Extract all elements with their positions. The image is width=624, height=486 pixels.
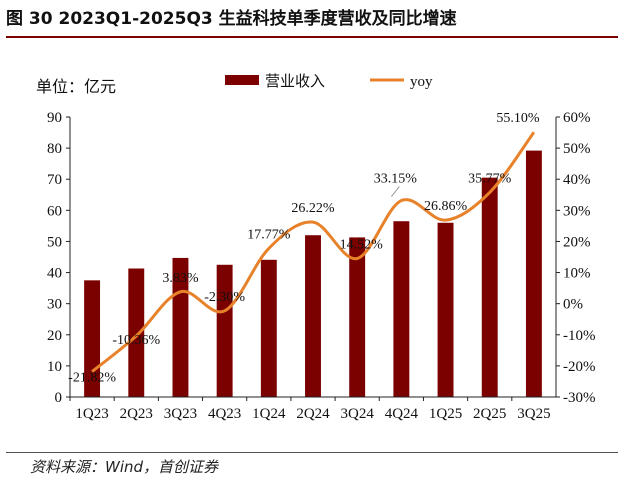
yoy-data-label: 14.52% xyxy=(340,237,384,252)
revenue-bar xyxy=(393,221,410,397)
source-note: 资料来源：Wind，首创证券 xyxy=(30,458,219,476)
right-tick-label: 20% xyxy=(563,234,591,250)
left-tick-label: 60 xyxy=(47,203,62,219)
yoy-data-label: 35.77% xyxy=(468,171,512,186)
left-tick-label: 0 xyxy=(55,390,63,406)
revenue-bar xyxy=(437,222,454,397)
revenue-bar xyxy=(349,237,366,397)
revenue-bar xyxy=(525,150,542,397)
yoy-data-label: 26.86% xyxy=(424,199,468,214)
left-tick-label: 90 xyxy=(47,110,62,126)
yoy-line xyxy=(91,131,536,373)
x-tick-label: 4Q24 xyxy=(385,406,419,422)
revenue-bar xyxy=(216,264,233,397)
yoy-data-label: 55.10% xyxy=(496,111,540,126)
x-tick-label: 2Q23 xyxy=(120,406,153,422)
left-tick-label: 20 xyxy=(47,328,62,344)
revenue-bar xyxy=(128,268,145,397)
right-tick-label: -30% xyxy=(563,390,596,406)
axes: 0 10 20 30 40 50 60 70 80 90 -30% -20% -10% 0% 10% 20% 3… xyxy=(47,110,596,422)
unit-label: 单位：亿元 xyxy=(36,78,116,96)
legend: 营业收入 yoy xyxy=(225,73,433,90)
legend-bar-label: 营业收入 xyxy=(265,73,325,90)
figure-title: 图 30 2023Q1-2025Q3 生益科技单季度营收及同比增速 xyxy=(6,9,457,29)
x-tick-label: 3Q25 xyxy=(517,406,550,422)
label-leader-line xyxy=(390,186,400,197)
right-tick-label: 60% xyxy=(563,110,591,126)
x-tick-label: 1Q24 xyxy=(252,406,286,422)
x-tick-label: 1Q23 xyxy=(75,406,108,422)
left-tick-label: 40 xyxy=(47,266,62,282)
legend-bar-swatch xyxy=(225,75,259,85)
right-tick-label: 40% xyxy=(563,172,591,188)
x-tick-label: 2Q25 xyxy=(473,406,506,422)
yoy-data-label: -21.82% xyxy=(68,371,116,386)
yoy-data-label: -2.30% xyxy=(204,290,245,305)
title-divider xyxy=(6,36,618,38)
data-labels: -21.82% -10.36% 3.83% -2.30% 17.77%26.22% 14.… xyxy=(68,111,540,385)
yoy-data-label: 33.15% xyxy=(374,172,418,187)
yoy-data-label: 26.22% xyxy=(291,201,335,216)
right-tick-label: 30% xyxy=(563,203,591,219)
yoy-data-label: 3.83% xyxy=(162,271,199,286)
yoy-data-label: -10.36% xyxy=(112,333,160,348)
yoy-data-label: 17.77% xyxy=(247,227,291,242)
line-series xyxy=(91,131,536,373)
left-tick-label: 50 xyxy=(47,234,62,250)
left-tick-label: 30 xyxy=(47,297,62,313)
bar-series xyxy=(84,150,542,397)
right-tick-label: 10% xyxy=(563,266,591,282)
combo-chart: 0 10 20 30 40 50 60 70 80 90 -30% -20% -10% 0% 10% 20% 3… xyxy=(36,73,596,422)
x-tick-label: 4Q23 xyxy=(208,406,241,422)
right-tick-label: 0% xyxy=(563,297,583,313)
left-tick-label: 70 xyxy=(47,172,62,188)
left-tick-label: 10 xyxy=(47,359,62,375)
x-tick-label: 3Q23 xyxy=(164,406,197,422)
revenue-bar xyxy=(260,259,277,397)
source-divider xyxy=(6,452,618,453)
revenue-bar xyxy=(305,235,321,397)
x-tick-label: 3Q24 xyxy=(341,406,375,422)
right-tick-label: -10% xyxy=(563,328,596,344)
right-tick-label: 50% xyxy=(563,141,591,157)
x-tick-label: 2Q24 xyxy=(296,406,330,422)
revenue-bar xyxy=(481,177,498,397)
x-tick-label: 1Q25 xyxy=(429,406,462,422)
legend-line-label: yoy xyxy=(410,74,433,90)
left-tick-label: 80 xyxy=(47,141,62,157)
right-tick-label: -20% xyxy=(563,359,596,375)
